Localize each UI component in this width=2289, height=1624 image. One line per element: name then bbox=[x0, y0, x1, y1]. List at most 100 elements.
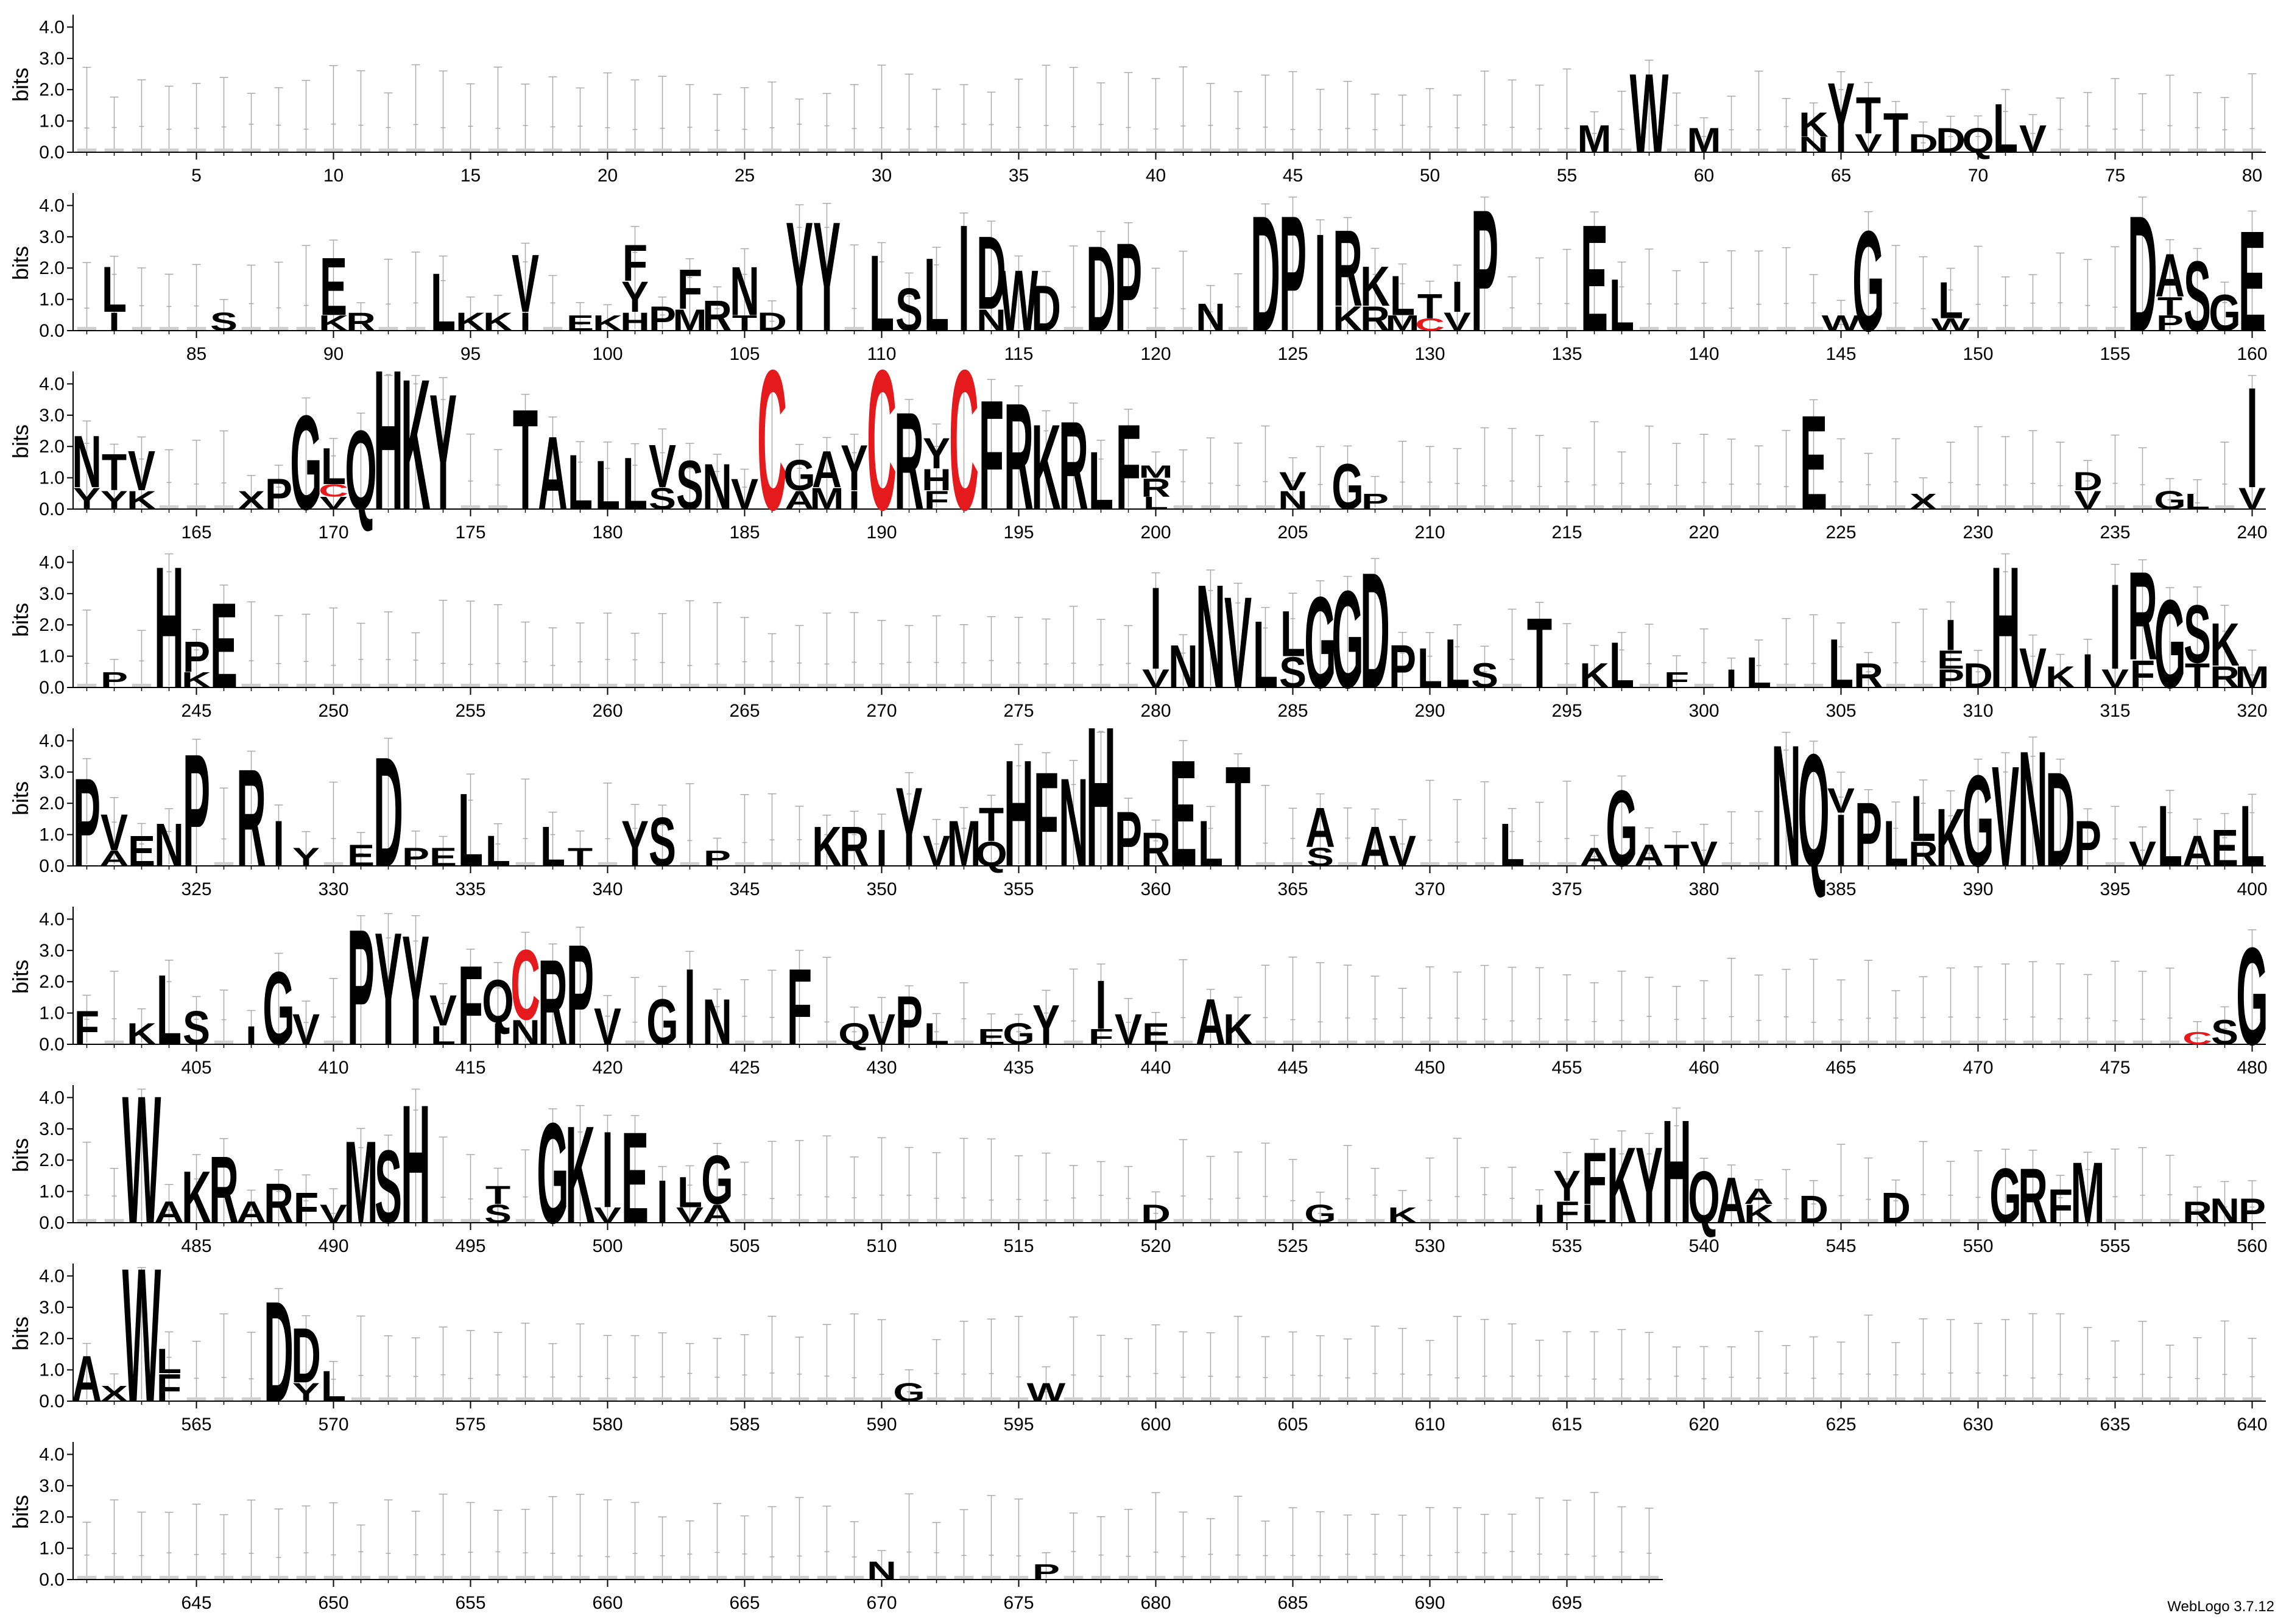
x-tick-label: 70 bbox=[1968, 166, 1988, 186]
low-info-stack bbox=[789, 148, 809, 152]
low-info-stack bbox=[2050, 326, 2070, 330]
low-info-stack bbox=[1447, 1397, 1467, 1401]
low-info-stack bbox=[817, 1575, 837, 1579]
low-info-stack bbox=[1447, 1218, 1467, 1222]
y-tick-label: 2.0 bbox=[39, 437, 65, 457]
low-info-stack bbox=[1529, 862, 1550, 865]
residue-i: I bbox=[876, 819, 887, 877]
low-info-stack bbox=[981, 683, 1001, 687]
residue-k: K bbox=[483, 307, 513, 336]
low-info-stack bbox=[378, 1397, 398, 1401]
low-info-stack bbox=[2023, 505, 2043, 508]
residue-l: L bbox=[924, 236, 949, 353]
x-tick-label: 310 bbox=[1963, 701, 1993, 721]
x-tick-label: 295 bbox=[1551, 701, 1582, 721]
x-tick-label: 515 bbox=[1003, 1236, 1034, 1256]
low-info-stack bbox=[2215, 505, 2235, 508]
residue-y: Y bbox=[786, 189, 813, 364]
residue-m: M bbox=[2235, 660, 2269, 694]
residue-l: L bbox=[1746, 648, 1771, 697]
residue-l: L bbox=[568, 438, 593, 526]
residue-v: V bbox=[1827, 781, 1855, 820]
residue-e: E bbox=[429, 842, 457, 871]
residue-c: C bbox=[510, 929, 540, 1041]
low-info-stack bbox=[926, 1218, 947, 1222]
low-info-stack bbox=[2132, 505, 2153, 508]
residue-l: L bbox=[623, 442, 647, 525]
low-info-stack bbox=[1721, 326, 1741, 330]
residue-r: R bbox=[2182, 1195, 2212, 1229]
residue-i: I bbox=[273, 807, 284, 880]
low-info-stack bbox=[1557, 148, 1577, 152]
low-info-stack bbox=[2078, 1040, 2098, 1044]
residue-k: K bbox=[1388, 1203, 1417, 1228]
residue-a: A bbox=[72, 1342, 102, 1415]
x-tick-label: 625 bbox=[1825, 1415, 1856, 1435]
low-info-stack bbox=[214, 148, 234, 152]
residue-t: T bbox=[485, 1181, 510, 1210]
residue-t: T bbox=[568, 842, 593, 871]
residue-r: R bbox=[2128, 546, 2157, 686]
weblogo-version-footer: WebLogo 3.7.12 bbox=[2167, 1598, 2274, 1615]
low-info-stack bbox=[1228, 1575, 1248, 1579]
residue-d: D bbox=[264, 1271, 294, 1432]
low-info-stack bbox=[2050, 1397, 2070, 1401]
residue-l: L bbox=[540, 816, 565, 879]
low-info-stack bbox=[2187, 1397, 2207, 1401]
low-info-stack bbox=[598, 862, 618, 865]
low-info-stack bbox=[1447, 148, 1467, 152]
residue-i: I bbox=[2109, 558, 2121, 695]
x-tick-label: 600 bbox=[1140, 1415, 1171, 1435]
x-tick-label: 430 bbox=[866, 1058, 897, 1078]
residue-d: D bbox=[1799, 1187, 1829, 1231]
residue-a: A bbox=[1305, 797, 1335, 860]
residue-a: A bbox=[1744, 1184, 1774, 1209]
x-tick-label: 580 bbox=[592, 1415, 623, 1435]
x-tick-label: 140 bbox=[1688, 344, 1719, 364]
low-info-stack bbox=[1420, 505, 1440, 508]
residue-n: N bbox=[1278, 485, 1308, 515]
low-info-stack bbox=[1502, 1040, 1522, 1044]
x-tick-label: 235 bbox=[2100, 522, 2130, 543]
residue-r: R bbox=[839, 816, 869, 879]
residue-l: L bbox=[1143, 493, 1168, 513]
residue-g: G bbox=[2209, 284, 2240, 342]
low-info-stack bbox=[214, 1397, 234, 1401]
x-tick-label: 540 bbox=[1688, 1236, 1719, 1256]
low-info-stack bbox=[1091, 1218, 1111, 1222]
residue-p: P bbox=[347, 895, 375, 1079]
x-tick-label: 480 bbox=[2237, 1058, 2267, 1078]
y-tick-label: 3.0 bbox=[39, 1119, 65, 1139]
low-info-stack bbox=[186, 326, 206, 330]
low-info-stack bbox=[1776, 1218, 1796, 1222]
residue-r: R bbox=[894, 384, 924, 539]
residue-t: T bbox=[732, 311, 757, 336]
residue-a: A bbox=[1196, 985, 1226, 1058]
x-tick-label: 590 bbox=[866, 1415, 897, 1435]
low-info-stack bbox=[186, 1575, 206, 1579]
low-info-stack bbox=[762, 1575, 782, 1579]
residue-f: F bbox=[294, 1183, 319, 1232]
residue-s: S bbox=[1279, 648, 1307, 697]
x-tick-label: 195 bbox=[1003, 522, 1034, 543]
residue-v: V bbox=[2101, 664, 2129, 693]
x-tick-label: 615 bbox=[1551, 1415, 1582, 1435]
y-tick-label: 2.0 bbox=[39, 80, 65, 100]
low-info-stack bbox=[1201, 505, 1221, 508]
residue-l: L bbox=[1883, 807, 1908, 880]
x-tick-label: 5 bbox=[191, 166, 202, 186]
residue-p: P bbox=[265, 469, 292, 518]
x-tick-label: 65 bbox=[1831, 166, 1851, 186]
residue-r: R bbox=[2210, 660, 2240, 694]
low-info-stack bbox=[515, 683, 535, 687]
residue-a: A bbox=[1716, 1164, 1746, 1237]
x-tick-label: 400 bbox=[2237, 879, 2267, 899]
residue-y: Y bbox=[621, 807, 649, 880]
low-info-stack bbox=[954, 1575, 974, 1579]
low-info-stack bbox=[1502, 1397, 1522, 1401]
residue-t: T bbox=[102, 444, 127, 502]
low-info-stack bbox=[1091, 1575, 1111, 1579]
logo-row: bits 0.0 1.0 2.0 3.0 4.0 5 10 15 20 25 30 35 40 45 50 55… bbox=[8, 15, 2266, 186]
low-info-stack bbox=[488, 1397, 508, 1401]
